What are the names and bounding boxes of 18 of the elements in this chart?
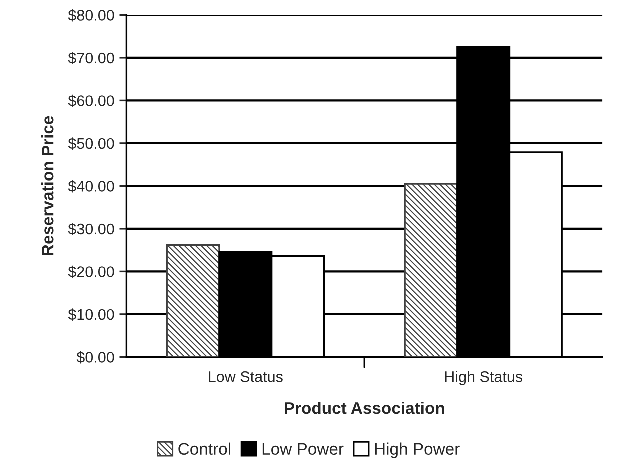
y-tick-label: $40.00 — [68, 180, 114, 193]
legend-label: Low Power — [262, 443, 344, 456]
y-tick-label: $50.00 — [68, 138, 114, 150]
y-tick-label: $0.00 — [76, 351, 114, 364]
bar — [166, 244, 220, 358]
y-axis-title: Reservation Price — [42, 116, 54, 256]
y-tick-label: $20.00 — [68, 266, 114, 278]
y-tick-label: $70.00 — [68, 52, 114, 65]
x-tick-label: High Status — [445, 371, 523, 386]
y-tick-label: $60.00 — [68, 94, 114, 108]
y-tick-label: $80.00 — [68, 9, 114, 22]
x-tick-label: Low Status — [209, 371, 283, 382]
y-tick-label: $30.00 — [68, 223, 114, 236]
legend-label: Control — [178, 442, 230, 456]
legend-label: High Power — [375, 442, 460, 458]
x-axis-title: Product Association — [285, 402, 444, 414]
y-tick-label: $10.00 — [68, 308, 114, 322]
bar — [404, 183, 458, 358]
